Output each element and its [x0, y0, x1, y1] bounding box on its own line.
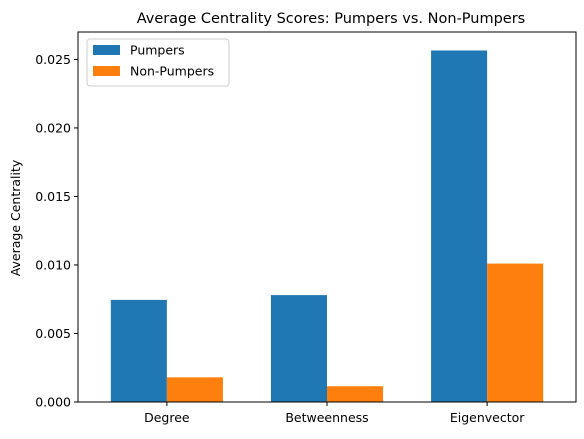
bar-pumpers-degree: [110, 299, 167, 402]
y-tick-label: 0.010: [35, 257, 71, 272]
bars-layer: [110, 50, 544, 402]
y-tick-label: 0.015: [35, 189, 71, 204]
bar-non-pumpers-betweenness: [327, 386, 384, 402]
legend-swatch: [93, 66, 120, 76]
legend: Pumpers Non-Pumpers: [86, 38, 230, 87]
y-tick-label: 0.025: [35, 52, 71, 67]
y-tick-label: 0.020: [35, 120, 71, 135]
legend-box: [86, 38, 230, 87]
x-tick-label: Betweenness: [285, 410, 368, 425]
y-tick-label: 0.005: [35, 326, 71, 341]
legend-swatch: [93, 45, 120, 55]
x-tick-label: Eigenvector: [450, 410, 525, 425]
axes-layer: 0.000 0.005 0.010 0.015 0.020 0.025 Degree Betw…: [35, 31, 577, 425]
bar-non-pumpers-eigenvector: [487, 263, 544, 402]
bar-pumpers-eigenvector: [431, 50, 488, 402]
bar-non-pumpers-degree: [166, 377, 223, 402]
legend-label: Pumpers: [130, 43, 185, 58]
legend-label: Non-Pumpers: [130, 64, 214, 79]
y-tick-label: 0.000: [35, 395, 71, 410]
x-tick-label: Degree: [144, 410, 190, 425]
bar-pumpers-betweenness: [270, 295, 327, 402]
y-axis-label: Average Centrality: [8, 159, 23, 276]
chart-title: Average Centrality Scores: Pumpers vs. N…: [137, 11, 526, 27]
